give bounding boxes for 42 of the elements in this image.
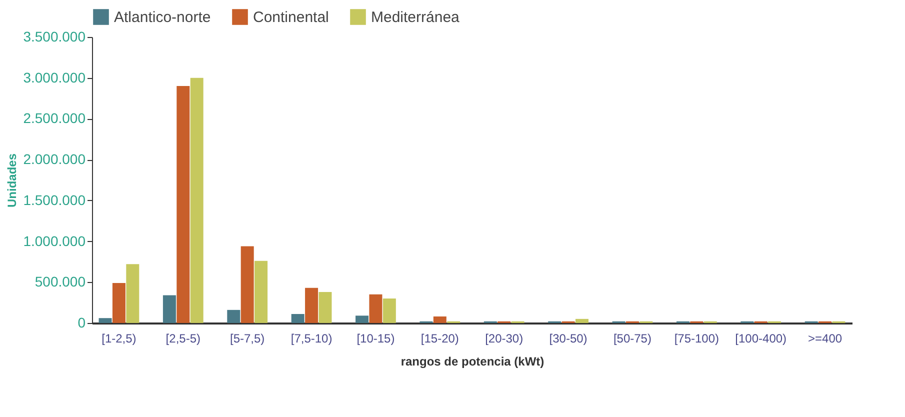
bar (254, 260, 268, 323)
bar (227, 310, 240, 323)
x-tick-label: [30-50) (549, 332, 588, 346)
bar (433, 316, 446, 323)
y-tick-label: 500.000 (34, 274, 86, 290)
bar (575, 318, 588, 323)
bar (112, 282, 126, 323)
x-tick-label: [20-30) (485, 332, 524, 346)
x-tick-label: [2,5-5) (166, 332, 200, 346)
y-tick-label: 2.000.000 (23, 151, 86, 168)
x-tick-label: [5-7,5) (230, 332, 265, 346)
bar (176, 86, 190, 323)
x-tick-label: [10-15) (356, 332, 395, 346)
x-tick-label: [100-400) (735, 332, 787, 346)
bar (126, 264, 140, 323)
legend-label: Atlantico-norte (114, 9, 211, 26)
x-tick-label: [15-20) (420, 332, 459, 346)
y-tick-label: 2.500.000 (23, 110, 86, 126)
bar (291, 314, 304, 323)
bar (305, 288, 318, 323)
x-tick-label: [75-100) (674, 332, 720, 346)
y-axis-title: Unidades (5, 153, 20, 208)
legend-label: Continental (253, 9, 329, 26)
y-tick-label: 0 (78, 314, 86, 330)
x-tick-label: [7,5-10) (290, 332, 332, 346)
bar (190, 78, 204, 323)
x-tick-label: [50-75) (613, 332, 652, 346)
x-tick-label: >=400 (808, 332, 842, 346)
x-axis-title: rangos de potencia (kWt) (400, 354, 544, 368)
x-tick-label: [1-2,5) (102, 332, 136, 346)
bar (369, 294, 382, 323)
legend-label: Mediterránea (371, 9, 460, 26)
bar (240, 246, 254, 323)
bar (98, 318, 112, 323)
bar (318, 292, 332, 323)
bar (162, 295, 176, 323)
y-tick-label: 3.000.000 (23, 69, 86, 86)
bar (356, 316, 369, 323)
bar (382, 298, 396, 323)
y-tick-label: 1.500.000 (23, 192, 86, 208)
y-tick-label: 1.000.000 (23, 232, 86, 249)
y-tick-label: 3.500.000 (23, 28, 86, 44)
